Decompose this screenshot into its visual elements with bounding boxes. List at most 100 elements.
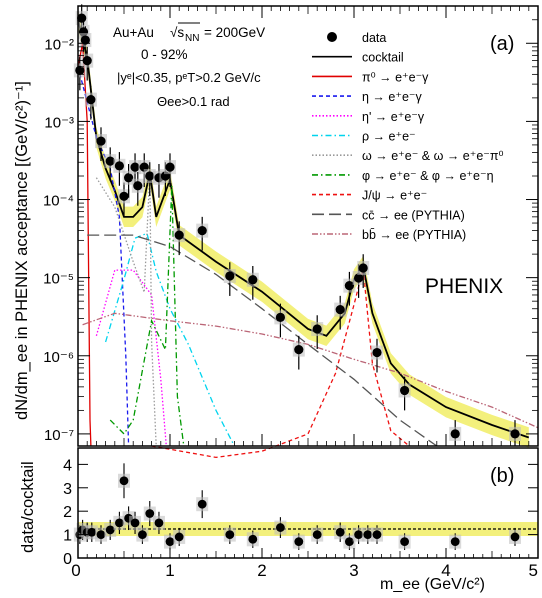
ratio-point <box>246 530 259 548</box>
sqrt-symbol: √s <box>170 25 184 40</box>
data-point <box>357 254 370 288</box>
data-marker <box>354 273 364 283</box>
curve-e-e <box>77 66 130 447</box>
legend-entry: π⁰ → e⁺e⁻γ <box>312 70 429 84</box>
ratio-point <box>196 490 209 519</box>
ratio-point <box>129 511 142 535</box>
y-axis-title-b: data/cocktail <box>19 461 37 553</box>
system-label-a: Au+Au <box>113 25 154 40</box>
legend-label: data <box>362 31 386 45</box>
ratio-marker <box>174 532 184 542</box>
legend-entry: φ → e⁺e⁻ & φ → e⁺e⁻η <box>312 169 494 183</box>
data-point <box>449 420 462 446</box>
model-curves <box>77 19 539 459</box>
ratio-point <box>311 525 324 544</box>
ratio-point <box>164 533 176 550</box>
ratio-point <box>136 525 149 544</box>
data-point <box>164 153 176 188</box>
data-marker <box>344 281 354 291</box>
ratio-point <box>85 522 98 542</box>
data-point <box>118 182 130 217</box>
ratio-point <box>113 511 126 535</box>
y-tick-label: 10⁻² <box>44 36 74 53</box>
ratio-marker <box>165 537 175 547</box>
ratio-point <box>343 533 356 550</box>
data-point <box>81 46 94 81</box>
data-marker <box>372 347 382 358</box>
data-marker <box>225 271 235 281</box>
yb-tick-label: 4 <box>63 457 72 474</box>
data-point <box>196 216 209 251</box>
data-point <box>131 172 144 206</box>
data-marker <box>80 35 90 45</box>
data-marker <box>145 171 155 181</box>
ratio-marker <box>87 527 97 537</box>
ratio-point <box>95 525 107 544</box>
data-point <box>143 162 156 196</box>
data-point <box>122 163 135 198</box>
curve-bb-ee-pythia <box>82 312 539 429</box>
ratio-point <box>398 533 411 550</box>
ratio-marker <box>154 518 164 528</box>
data-point <box>371 338 383 373</box>
data-points <box>73 4 521 446</box>
curve-e-e-e-e <box>95 172 157 447</box>
data-marker <box>165 162 175 172</box>
ratio-marker <box>115 518 124 528</box>
legend-label: cc̄ → ee (PYTHIA) <box>362 208 465 222</box>
legend-label: η → e⁺e⁻γ <box>362 90 422 104</box>
ratio-marker <box>119 476 129 486</box>
data-point <box>173 221 186 256</box>
x-axis-title: m_ee (GeV/c²) <box>380 576 485 593</box>
ratio-point <box>118 463 130 499</box>
x-tick-label: 4 <box>441 561 450 580</box>
sqrt-subscript: NN <box>185 33 199 44</box>
x-tick-label: 2 <box>257 561 266 580</box>
curve-j-e-e <box>151 268 410 459</box>
axes-b: 0 1 2 3 4 0 1 2 3 4 5 <box>63 457 539 580</box>
data-point <box>104 147 117 182</box>
system-label: Au+Au √s NN = 200GeV <box>113 22 265 44</box>
x-tick-label: 3 <box>349 561 358 580</box>
panel-label-b: (b) <box>490 465 514 487</box>
x-tick-label: 1 <box>165 561 174 580</box>
ratio-point <box>352 525 365 544</box>
data-point <box>292 335 305 370</box>
yb-tick-label: 3 <box>63 481 72 498</box>
legend: data cocktail π⁰ → e⁺e⁻γ η → e⁺e⁻γ η' → e⁺e⁻… <box>312 31 504 242</box>
ratio-marker <box>400 537 409 547</box>
system-label-b: = 200GeV <box>204 25 265 40</box>
ratio-marker <box>312 530 322 539</box>
ratio-point <box>143 501 156 527</box>
legend-entry: ω → e⁺e⁻ & ω → e⁺e⁻π⁰ <box>312 149 504 163</box>
data-point <box>246 265 259 300</box>
ratio-point <box>173 527 186 546</box>
y-tick-label: 10⁻⁶ <box>43 349 74 366</box>
ratio-marker <box>96 530 106 539</box>
legend-entry: η' → e⁺e⁻γ <box>312 110 425 124</box>
data-marker <box>400 385 410 396</box>
cut-angle-label: Θee>0.1 rad <box>157 94 230 109</box>
legend-label: J/ψ → e⁺e⁻ <box>362 189 427 203</box>
y-tick-label: 10⁻⁴ <box>43 193 74 210</box>
data-point <box>509 420 521 446</box>
ratio-point <box>334 522 347 542</box>
panel-a: 10⁻⁷ 10⁻⁶ 10⁻⁵ 10⁻⁴ 10⁻³ 10⁻² (a) Au+Au √s NN… <box>13 4 539 459</box>
data-marker <box>197 226 207 236</box>
data-point <box>113 152 126 186</box>
ratio-marker <box>105 525 115 535</box>
data-point <box>223 262 236 296</box>
legend-entry: cocktail <box>312 51 404 65</box>
curve-e-e <box>104 232 235 447</box>
data-marker <box>312 324 322 334</box>
y-tick-label: 10⁻⁷ <box>44 427 74 444</box>
y-tick-label: 10⁻⁵ <box>43 271 74 288</box>
yb-tick-label: 0 <box>63 551 72 568</box>
ratio-point <box>104 519 117 540</box>
curve-e-e-e-e <box>109 185 185 447</box>
legend-label: π⁰ → e⁺e⁻γ <box>362 70 429 84</box>
ratio-marker <box>138 530 147 539</box>
ratio-point <box>274 517 287 538</box>
ratio-marker <box>510 532 520 542</box>
